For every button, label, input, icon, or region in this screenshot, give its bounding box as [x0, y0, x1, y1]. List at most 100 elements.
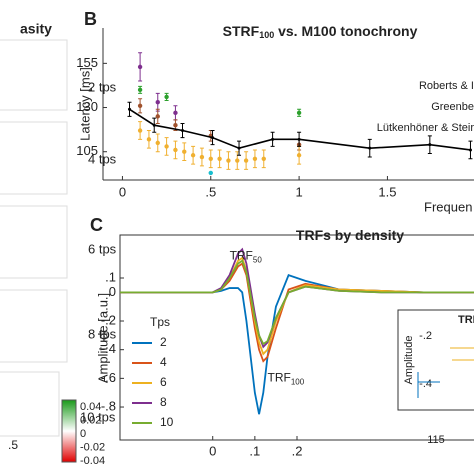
point [208, 156, 213, 161]
panel-a-title: asity [20, 21, 52, 37]
legend-label: 10 [160, 415, 174, 429]
map-label: 2 tps [88, 79, 117, 94]
point [237, 146, 241, 150]
series-line [120, 259, 474, 346]
annotation-text: TRF [268, 371, 291, 385]
point [137, 64, 143, 70]
annotation: TRF100 [268, 371, 305, 387]
panel-label: C [90, 215, 103, 235]
point [297, 137, 301, 141]
point [235, 158, 240, 163]
annotation: TRF50 [230, 249, 263, 265]
chart-title: STRF100 vs. M100 tonochrony [223, 23, 418, 41]
title-text: STRF [223, 23, 260, 39]
legend-label: Lütkenhöner & Steir [377, 122, 474, 134]
x-tick-label: .2 [292, 443, 303, 458]
point [243, 158, 249, 163]
y-tick-label: 0 [109, 284, 116, 299]
point [173, 123, 178, 128]
x-tick-label: 0 [119, 184, 126, 199]
y-tick-label: -.4 [101, 341, 116, 356]
inset-y-tick-label: -.2 [419, 330, 432, 342]
point [182, 149, 187, 154]
point [368, 146, 372, 150]
annotation-text: TRF [230, 249, 253, 263]
point [155, 114, 160, 119]
colorbar-tick-label: 0.04 [80, 401, 101, 413]
map-label: 6 tps [88, 241, 117, 256]
point [181, 129, 184, 133]
point [226, 158, 231, 163]
x-tick-label: .1 [249, 443, 260, 458]
series-line [120, 274, 474, 415]
series-line [129, 108, 471, 151]
chart-title: TRFs by density [296, 227, 404, 243]
point [164, 94, 169, 100]
plot-frame [119, 234, 474, 441]
title-text: vs. M100 tonochrony [274, 23, 417, 39]
colorbar-tick-label: -0.04 [80, 455, 105, 467]
point [468, 148, 472, 152]
point [211, 136, 215, 140]
x-axis-label: Frequen [424, 199, 472, 214]
legend-label: Greenbe [431, 101, 474, 113]
y-tick-label: 105 [76, 143, 98, 158]
map [0, 371, 60, 437]
inset-mark [417, 372, 440, 398]
point [155, 140, 160, 146]
map-label: 4 tps [88, 151, 117, 166]
colorbar [61, 399, 77, 463]
inset-title: TRI [458, 314, 474, 326]
point [137, 128, 143, 133]
annotation-subscript: 50 [253, 256, 262, 265]
point [296, 153, 302, 158]
inset-x-tick-label: 115 [427, 434, 445, 446]
colorbar-tick-label: -0.02 [80, 441, 105, 453]
inset-mark [450, 347, 474, 361]
point [428, 143, 432, 147]
inset-y-tick-label: -.4 [419, 378, 432, 390]
x-tick-label: 1.5 [378, 184, 396, 199]
x-tick-label: .5 [8, 438, 18, 452]
map [0, 289, 68, 363]
legend-label: 8 [160, 395, 167, 409]
point [296, 110, 302, 116]
x-tick-label: .5 [205, 184, 216, 199]
colorbar-tick-label: 0 [80, 428, 86, 440]
point [190, 153, 196, 158]
legend-label: Roberts & I [419, 80, 474, 92]
y-axis-label: Latency [ms] [77, 67, 92, 141]
inset-y-label: Amplitude [403, 336, 415, 385]
point [208, 170, 213, 176]
legend-label: 4 [160, 355, 167, 369]
point [173, 110, 178, 116]
y-tick-label: .1 [105, 269, 116, 284]
x-tick-label: 0 [209, 443, 216, 458]
map [0, 39, 68, 111]
title-text: TRFs by density [296, 227, 404, 243]
annotation-subscript: 100 [291, 377, 305, 386]
point [155, 100, 160, 105]
point [252, 156, 258, 161]
y-tick-label: 130 [76, 99, 98, 114]
title-subscript: 100 [259, 30, 274, 40]
point [137, 87, 143, 93]
map [0, 121, 68, 195]
legend-title: Tps [150, 315, 170, 329]
colorbar-tick-label: 0.02 [80, 414, 101, 426]
panel-a-maps [0, 39, 68, 437]
panel-label: B [84, 9, 97, 29]
y-tick-label: 155 [76, 55, 98, 70]
point [137, 103, 143, 108]
map [0, 205, 68, 279]
y-tick-label: -.6 [101, 370, 116, 385]
point [173, 147, 178, 153]
legend-label: 2 [160, 335, 167, 349]
map-label: 8 tps [88, 326, 117, 341]
point [164, 144, 169, 149]
point [199, 154, 205, 160]
point [146, 137, 152, 142]
point [271, 137, 275, 141]
point [128, 107, 131, 111]
